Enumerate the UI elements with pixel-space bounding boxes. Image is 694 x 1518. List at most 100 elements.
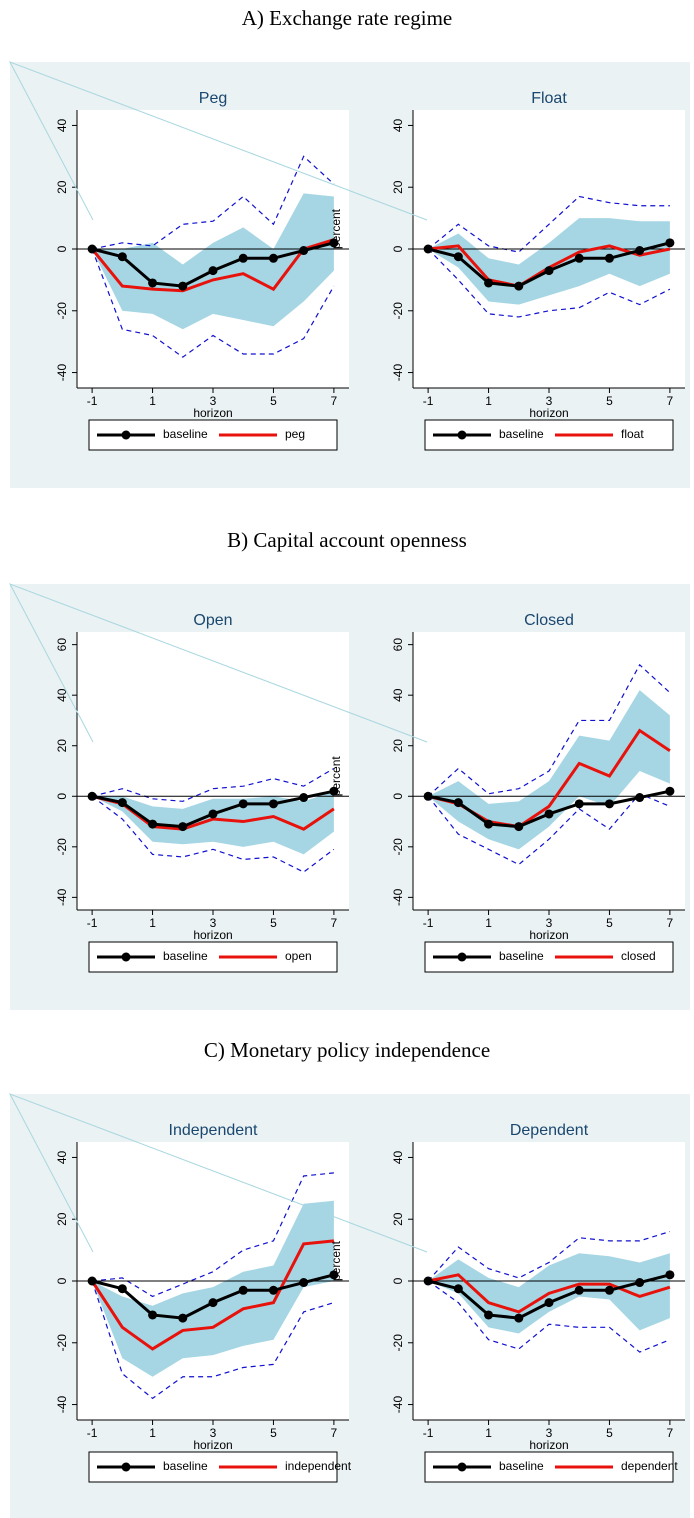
x-tick-label: -1	[423, 1426, 434, 1440]
confidence-bound	[427, 663, 671, 797]
series-marker	[635, 1278, 645, 1288]
confidence-bound	[427, 1231, 671, 1282]
confidence-band	[92, 1200, 334, 1377]
y-tick-label: 40	[55, 688, 69, 702]
legend-label: float	[621, 427, 644, 441]
legend-label: baseline	[499, 427, 544, 441]
legend-box	[88, 941, 338, 973]
series-marker	[544, 266, 554, 276]
confidence-bound	[427, 248, 671, 318]
legend-label: peg	[285, 427, 305, 441]
legend-label: baseline	[163, 1459, 208, 1473]
series-marker	[238, 1285, 248, 1295]
legend-marker	[457, 952, 467, 962]
artifact-line	[8, 61, 428, 221]
y-tick-label: -40	[391, 1396, 405, 1414]
x-tick-label: 5	[270, 1426, 277, 1440]
series-marker	[514, 1313, 524, 1323]
confidence-bound	[91, 795, 335, 873]
series-marker	[299, 1278, 309, 1288]
confidence-bound	[91, 155, 335, 250]
legend-label: dependent	[621, 1459, 678, 1473]
series-marker	[208, 266, 218, 276]
series-marker	[299, 246, 309, 256]
series-marker	[148, 278, 158, 288]
x-tick-label: 3	[210, 1426, 217, 1440]
y-tick-label: 20	[55, 1212, 69, 1226]
y-tick-label: -40	[55, 364, 69, 382]
series-marker	[514, 822, 524, 832]
x-tick-label: 5	[606, 394, 613, 408]
y-tick-label: 60	[391, 638, 405, 652]
series-marker	[635, 793, 645, 803]
x-tick-label: 3	[546, 1426, 553, 1440]
series-marker	[544, 809, 554, 819]
legend-label: independent	[285, 1459, 352, 1473]
series-marker	[87, 244, 97, 254]
y-tick-label: 40	[391, 118, 405, 132]
series-marker	[178, 1313, 188, 1323]
x-tick-label: 3	[546, 916, 553, 930]
y-tick-label: 20	[391, 1212, 405, 1226]
chart-title: Open	[193, 612, 232, 629]
series-marker	[178, 822, 188, 832]
x-tick-label: 5	[270, 916, 277, 930]
x-axis-label: horizon	[529, 928, 568, 942]
series-marker	[665, 786, 675, 796]
section-title: B) Capital account openness	[227, 528, 467, 552]
y-tick-label: -40	[55, 1396, 69, 1414]
legend-marker	[457, 430, 467, 440]
x-tick-label: 1	[485, 1426, 492, 1440]
series-marker	[178, 281, 188, 291]
series-marker	[574, 799, 584, 809]
x-tick-label: -1	[423, 394, 434, 408]
series-marker	[604, 799, 614, 809]
series-marker	[514, 281, 524, 291]
y-tick-label: 40	[391, 688, 405, 702]
series-marker	[453, 252, 463, 262]
plot-area	[77, 632, 349, 910]
series-marker	[574, 253, 584, 263]
series-marker	[87, 1276, 97, 1286]
legend-marker	[457, 1462, 467, 1472]
y-tick-label: 0	[391, 245, 405, 252]
confidence-band	[92, 193, 334, 330]
x-tick-label: 5	[606, 916, 613, 930]
y-tick-label: 0	[391, 1277, 405, 1284]
y-tick-label: 0	[55, 793, 69, 800]
confidence-bound	[427, 793, 671, 866]
series-marker	[453, 798, 463, 808]
x-tick-label: 3	[210, 916, 217, 930]
section-title: A) Exchange rate regime	[242, 6, 452, 30]
confidence-bound	[427, 1280, 671, 1353]
series-marker	[574, 1285, 584, 1295]
series-marker	[117, 798, 127, 808]
series-marker	[117, 1284, 127, 1294]
confidence-band	[428, 690, 670, 850]
series-marker	[665, 238, 675, 248]
y-tick-label: 40	[55, 1150, 69, 1164]
series-marker	[329, 786, 339, 796]
series-marker	[238, 253, 248, 263]
series-line	[90, 238, 335, 293]
x-tick-label: 3	[210, 394, 217, 408]
x-tick-label: 7	[667, 916, 674, 930]
x-tick-label: 1	[149, 394, 156, 408]
x-tick-label: 3	[546, 394, 553, 408]
x-tick-label: -1	[87, 1426, 98, 1440]
artifact-line	[8, 1093, 428, 1253]
series-marker	[604, 1285, 614, 1295]
series-marker	[148, 819, 158, 829]
confidence-bound	[91, 767, 335, 802]
artifact-line	[8, 583, 428, 743]
y-tick-label: -40	[391, 364, 405, 382]
series-marker	[208, 809, 218, 819]
legend-marker	[121, 430, 131, 440]
legend-label: closed	[621, 949, 656, 963]
chart-title: Float	[531, 90, 567, 107]
series-marker	[268, 799, 278, 809]
series-marker	[604, 253, 614, 263]
y-tick-label: -20	[391, 302, 405, 320]
